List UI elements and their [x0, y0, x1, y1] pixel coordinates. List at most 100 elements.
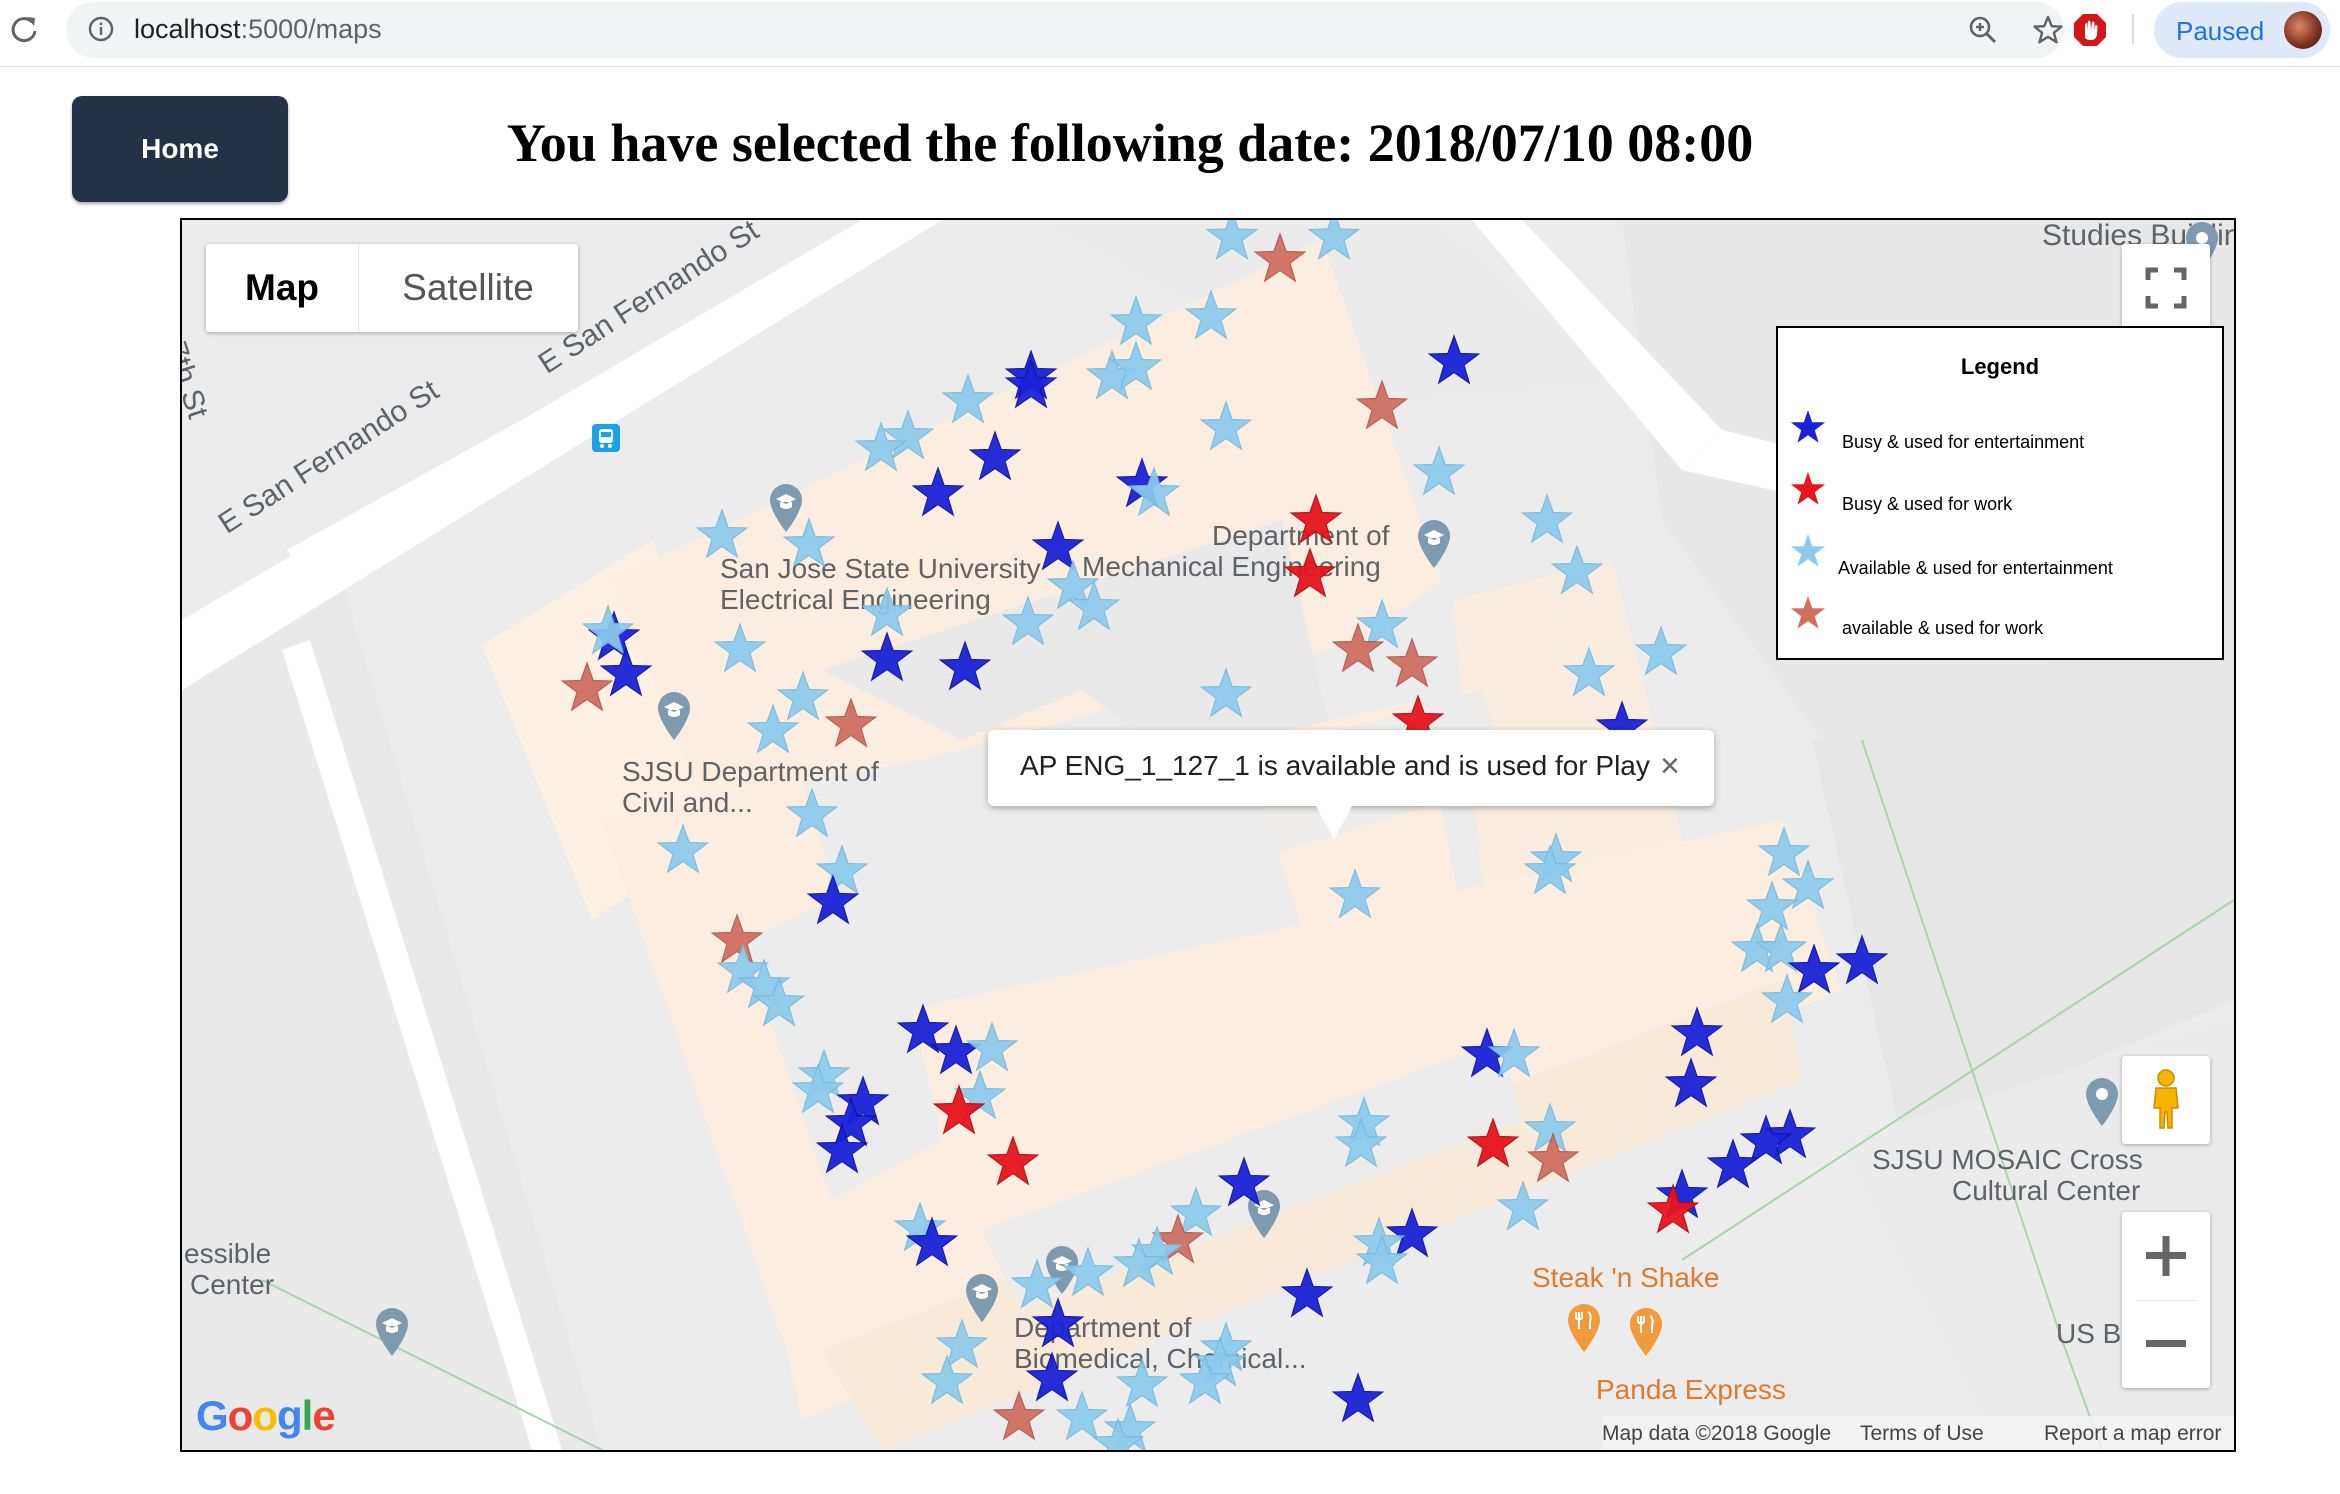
ap-marker-available-work[interactable]: [1253, 232, 1307, 283]
ap-marker-available-work[interactable]: [1526, 1132, 1580, 1183]
zoom-out-button[interactable]: [2122, 1300, 2210, 1388]
street-view-pegman-button[interactable]: [2122, 1056, 2210, 1144]
ap-marker-available-entertainment[interactable]: [1355, 1234, 1409, 1285]
ap-marker-busy-entertainment[interactable]: [1331, 1372, 1385, 1423]
ap-marker-available-entertainment[interactable]: [1109, 340, 1163, 391]
ap-marker-available-entertainment[interactable]: [1046, 559, 1100, 610]
ap-marker-busy-entertainment[interactable]: [1670, 1006, 1724, 1057]
ap-marker-available-entertainment[interactable]: [854, 421, 908, 472]
ap-marker-available-entertainment[interactable]: [1055, 1390, 1109, 1441]
profile-button[interactable]: Paused: [2154, 2, 2330, 58]
ap-marker-available-entertainment[interactable]: [1562, 646, 1616, 697]
zoom-icon[interactable]: [1968, 15, 1998, 45]
ap-marker-busy-entertainment[interactable]: [1787, 943, 1841, 994]
ap-marker-available-entertainment[interactable]: [1127, 466, 1181, 517]
ap-marker-available-work[interactable]: [710, 913, 764, 964]
ap-marker-available-work[interactable]: [992, 1390, 1046, 1441]
ap-marker-available-work[interactable]: [1331, 622, 1385, 673]
ap-marker-available-entertainment[interactable]: [935, 1318, 989, 1369]
ap-marker-busy-entertainment[interactable]: [905, 1216, 959, 1267]
ap-marker-busy-entertainment[interactable]: [929, 1024, 983, 1075]
ap-marker-busy-entertainment[interactable]: [1031, 1297, 1085, 1348]
school-icon[interactable]: [654, 690, 694, 742]
ap-marker-available-entertainment[interactable]: [1496, 1180, 1550, 1231]
ap-marker-available-entertainment[interactable]: [752, 976, 806, 1027]
ap-marker-available-entertainment[interactable]: [791, 1063, 845, 1114]
ap-marker-busy-work[interactable]: [1646, 1183, 1700, 1234]
ap-marker-available-entertainment[interactable]: [1001, 595, 1055, 646]
fullscreen-button[interactable]: [2122, 244, 2210, 332]
ap-marker-available-entertainment[interactable]: [1754, 922, 1808, 973]
ap-marker-busy-entertainment[interactable]: [911, 466, 965, 517]
report-map-error-link[interactable]: Report a map error: [2044, 1422, 2222, 1445]
ap-marker-available-entertainment[interactable]: [1550, 544, 1604, 595]
school-icon[interactable]: [766, 482, 806, 534]
ap-marker-available-entertainment[interactable]: [1169, 1186, 1223, 1237]
ap-marker-available-work[interactable]: [824, 697, 878, 748]
ap-marker-busy-entertainment[interactable]: [1835, 934, 1889, 985]
ap-marker-available-entertainment[interactable]: [1178, 1354, 1232, 1405]
ap-marker-busy-entertainment[interactable]: [896, 1003, 950, 1054]
ap-marker-available-entertainment[interactable]: [1781, 859, 1835, 910]
school-icon[interactable]: [372, 1306, 412, 1358]
place-pin-icon[interactable]: [2082, 1076, 2122, 1128]
ap-marker-busy-entertainment[interactable]: [1031, 520, 1085, 571]
map-type-satellite-button[interactable]: Satellite: [402, 267, 534, 308]
ap-marker-busy-entertainment[interactable]: [1739, 1114, 1793, 1165]
ap-marker-available-entertainment[interactable]: [1067, 580, 1121, 631]
ap-marker-available-entertainment[interactable]: [1757, 826, 1811, 877]
restaurant-icon[interactable]: [1564, 1302, 1604, 1354]
ap-marker-available-entertainment[interactable]: [776, 670, 830, 721]
ap-marker-busy-work[interactable]: [1466, 1117, 1520, 1168]
address-bar[interactable]: localhost:5000/maps: [66, 2, 2064, 58]
adblock-extension-icon[interactable]: [2072, 12, 2108, 48]
ap-marker-busy-entertainment[interactable]: [1025, 1351, 1079, 1402]
bookmark-star-icon[interactable]: [2032, 14, 2064, 46]
map-type-map-button[interactable]: Map: [206, 244, 359, 332]
ap-marker-available-entertainment[interactable]: [1412, 445, 1466, 496]
ap-marker-available-entertainment[interactable]: [815, 844, 869, 895]
ap-marker-available-entertainment[interactable]: [1487, 1027, 1541, 1078]
ap-marker-available-entertainment[interactable]: [881, 409, 935, 460]
ap-marker-available-entertainment[interactable]: [1634, 625, 1688, 676]
ap-marker-available-entertainment[interactable]: [1109, 295, 1163, 346]
school-icon[interactable]: [962, 1272, 1002, 1324]
ap-marker-available-entertainment[interactable]: [1307, 220, 1361, 260]
bus-stop-icon[interactable]: [592, 424, 620, 452]
ap-marker-available-entertainment[interactable]: [1199, 400, 1253, 451]
info-icon[interactable]: [88, 16, 114, 42]
google-map[interactable]: E San Fernando St E San Fernando St 7th …: [180, 218, 2236, 1452]
ap-marker-available-entertainment[interactable]: [695, 508, 749, 559]
school-icon[interactable]: [1414, 518, 1454, 570]
ap-marker-available-entertainment[interactable]: [1091, 1417, 1145, 1450]
ap-marker-busy-entertainment[interactable]: [938, 640, 992, 691]
ap-marker-busy-entertainment[interactable]: [1706, 1138, 1760, 1189]
ap-marker-busy-entertainment[interactable]: [1664, 1057, 1718, 1108]
home-button[interactable]: Home: [72, 96, 288, 202]
ap-marker-available-entertainment[interactable]: [1355, 598, 1409, 649]
ap-marker-available-entertainment[interactable]: [785, 787, 839, 838]
ap-marker-busy-entertainment[interactable]: [836, 1075, 890, 1126]
ap-marker-available-entertainment[interactable]: [782, 517, 836, 568]
ap-marker-busy-entertainment[interactable]: [824, 1096, 878, 1147]
restaurant-icon[interactable]: [1626, 1306, 1666, 1358]
ap-marker-busy-entertainment[interactable]: [815, 1123, 869, 1174]
ap-marker-available-entertainment[interactable]: [1199, 667, 1253, 718]
ap-marker-available-entertainment[interactable]: [1523, 844, 1577, 895]
ap-marker-available-entertainment[interactable]: [1010, 1258, 1064, 1309]
ap-marker-busy-entertainment[interactable]: [860, 631, 914, 682]
ap-marker-busy-entertainment[interactable]: [968, 430, 1022, 481]
ap-marker-available-entertainment[interactable]: [1115, 1357, 1169, 1408]
terms-of-use-link[interactable]: Terms of Use: [1860, 1422, 1984, 1445]
info-window-close-button[interactable]: ×: [1660, 747, 1680, 785]
url-text[interactable]: localhost:5000/maps: [134, 14, 382, 45]
ap-marker-available-entertainment[interactable]: [1760, 973, 1814, 1024]
ap-marker-busy-work[interactable]: [932, 1084, 986, 1135]
ap-marker-available-entertainment[interactable]: [1523, 1102, 1577, 1153]
ap-marker-busy-work[interactable]: [1289, 493, 1343, 544]
reload-icon[interactable]: [6, 12, 42, 48]
ap-marker-busy-entertainment[interactable]: [1427, 334, 1481, 385]
ap-marker-available-entertainment[interactable]: [1334, 1117, 1388, 1168]
ap-marker-available-entertainment[interactable]: [746, 703, 800, 754]
ap-marker-available-entertainment[interactable]: [941, 373, 995, 424]
